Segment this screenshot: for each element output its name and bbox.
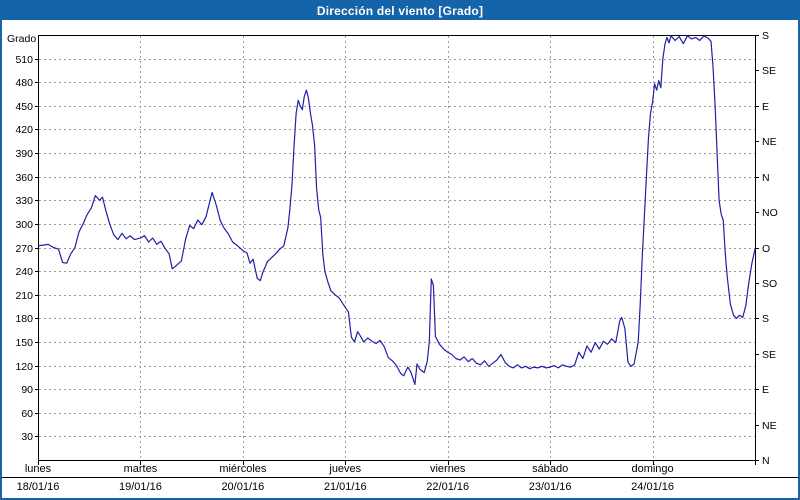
wind-direction-line — [37, 35, 756, 385]
y-tick-label: 150 — [15, 337, 33, 349]
y-tick-label: 300 — [15, 219, 33, 231]
y-tick-label: 390 — [15, 148, 33, 160]
y-tick-label: 210 — [15, 290, 33, 302]
y-tick-label: 240 — [15, 266, 33, 278]
compass-label: NO — [762, 207, 778, 219]
wind-direction-chart: 30 60 90 120 150 180 210 240 270 300 330 360 390 420 4… — [2, 30, 798, 493]
day-date-label: 20/01/16 — [221, 481, 264, 493]
compass-label: N — [762, 172, 770, 184]
day-name-label: miércoles — [219, 463, 267, 475]
compass-label: SO — [762, 278, 777, 290]
y-tick-label: 360 — [15, 172, 33, 184]
y-tick-label: 420 — [15, 124, 33, 136]
compass-label: NE — [762, 136, 777, 148]
window-title: Dirección del viento [Grado] — [316, 4, 484, 18]
y-tick-label: 30 — [21, 431, 33, 443]
compass-label: SE — [762, 349, 776, 361]
y-tick-label: 330 — [15, 195, 33, 207]
day-date-label: 23/01/16 — [529, 481, 572, 493]
day-date-label: 19/01/16 — [119, 481, 162, 493]
y-tick-label: 90 — [21, 384, 33, 396]
day-name-label: lunes — [25, 463, 52, 475]
y-tick-label: 180 — [15, 313, 33, 325]
day-name-label: sábado — [532, 463, 568, 475]
day-name-label: domingo — [631, 463, 673, 475]
day-name-label: martes — [124, 463, 158, 475]
day-date-label: 18/01/16 — [17, 481, 60, 493]
day-date-label: 21/01/16 — [324, 481, 367, 493]
day-date-label: 22/01/16 — [426, 481, 469, 493]
compass-label: O — [762, 243, 770, 255]
y-tick-label: 510 — [15, 54, 33, 66]
day-name-label: viernes — [430, 463, 466, 475]
compass-label: E — [762, 384, 769, 396]
compass-label: S — [762, 30, 769, 42]
compass-label: N — [762, 455, 770, 467]
y-tick-label: 480 — [15, 77, 33, 89]
y-tick-label: 450 — [15, 101, 33, 113]
day-date-label: 24/01/16 — [631, 481, 674, 493]
day-name-label: jueves — [328, 463, 361, 475]
y-tick-label: 120 — [15, 361, 33, 373]
compass-label: NE — [762, 420, 777, 432]
y-tick-label: 270 — [15, 243, 33, 255]
compass-label: SE — [762, 65, 776, 77]
title-bar: Dirección del viento [Grado] — [2, 2, 798, 20]
plot-border — [38, 35, 756, 461]
compass-label: E — [762, 101, 769, 113]
y-axis-title: Grado — [7, 33, 36, 45]
compass-label: S — [762, 313, 769, 325]
y-tick-label: 60 — [21, 408, 33, 420]
